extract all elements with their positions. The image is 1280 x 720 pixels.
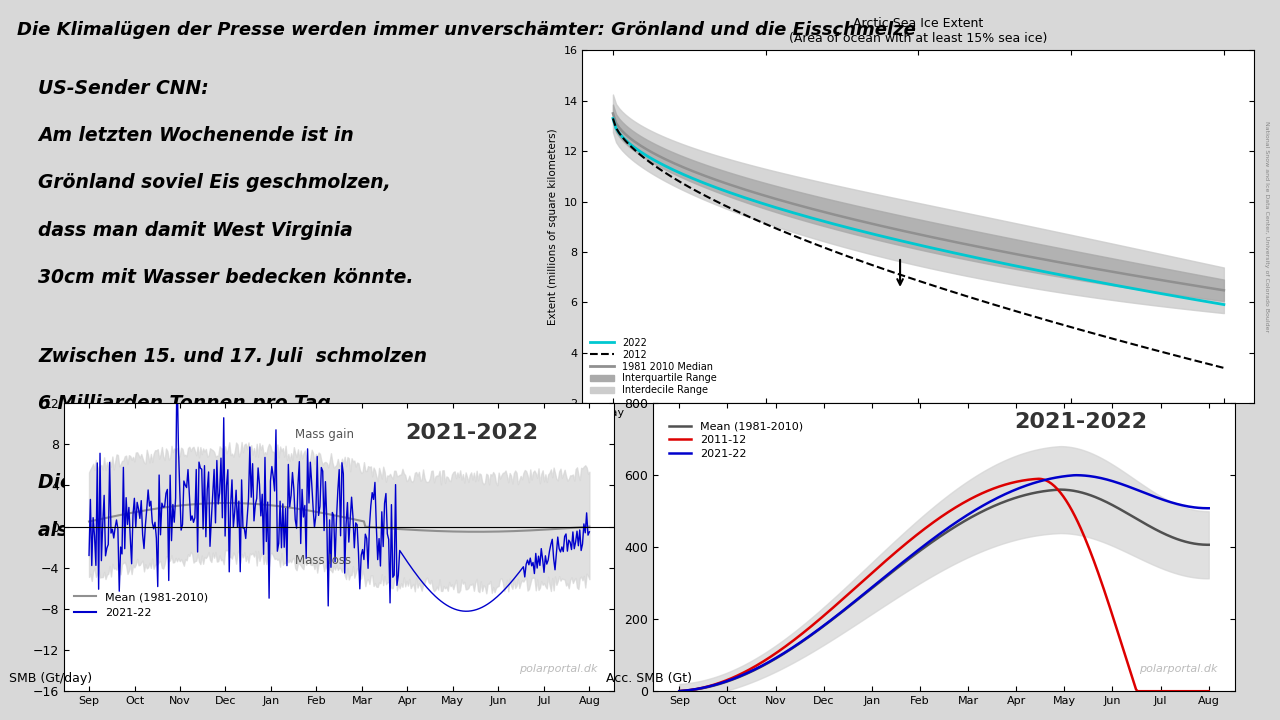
Text: Mass gain: Mass gain [296,428,355,441]
Text: Grönland soviel Eis geschmolzen,: Grönland soviel Eis geschmolzen, [38,174,390,192]
Text: als üblich.: als üblich. [38,521,146,539]
Legend: Mean (1981-2010), 2021-22: Mean (1981-2010), 2021-22 [69,588,212,622]
Text: US-Sender CNN:: US-Sender CNN: [38,78,209,98]
Legend: 2022, 2012, 1981 2010 Median, Interquartile Range, Interdecile Range: 2022, 2012, 1981 2010 Median, Interquart… [588,335,719,398]
Title: Arctic Sea Ice Extent
(Area of ocean with at least 15% sea ice): Arctic Sea Ice Extent (Area of ocean wit… [790,17,1047,45]
Y-axis label: Extent (millions of square kilometers): Extent (millions of square kilometers) [548,128,558,325]
Text: Am letzten Wochenende ist in: Am letzten Wochenende ist in [38,126,353,145]
Text: Die Klimalügen der Presse werden immer unverschämter: Grönland und die Eisschmel: Die Klimalügen der Presse werden immer u… [17,20,915,38]
Text: 6 Milliarden Tonnen pro Tag.: 6 Milliarden Tonnen pro Tag. [38,395,338,413]
Text: National Snow and Ice Data Center, University of Colorado Boulder: National Snow and Ice Data Center, Unive… [1265,121,1270,333]
Text: 2021-2022: 2021-2022 [1014,412,1147,432]
Text: Acc. SMB (Gt): Acc. SMB (Gt) [607,672,692,685]
Text: 30cm mit Wasser bedecken könnte.: 30cm mit Wasser bedecken könnte. [38,268,413,287]
Legend: Mean (1981-2010), 2011-12, 2021-22: Mean (1981-2010), 2011-12, 2021-22 [664,418,808,463]
Text: polarportal.dk: polarportal.dk [1139,664,1217,674]
Text: polarportal.dk: polarportal.dk [520,664,598,674]
Text: Zwischen 15. und 17. Juli  schmolzen: Zwischen 15. und 17. Juli schmolzen [38,347,428,366]
Text: Mass loss: Mass loss [296,554,351,567]
Text: dass man damit West Virginia: dass man damit West Virginia [38,221,353,240]
Text: Die Temperaturen sind 10° wärmer: Die Temperaturen sind 10° wärmer [38,473,407,492]
Text: 2021-2022: 2021-2022 [406,423,539,444]
Text: SMB (Gt/day): SMB (Gt/day) [9,672,92,685]
